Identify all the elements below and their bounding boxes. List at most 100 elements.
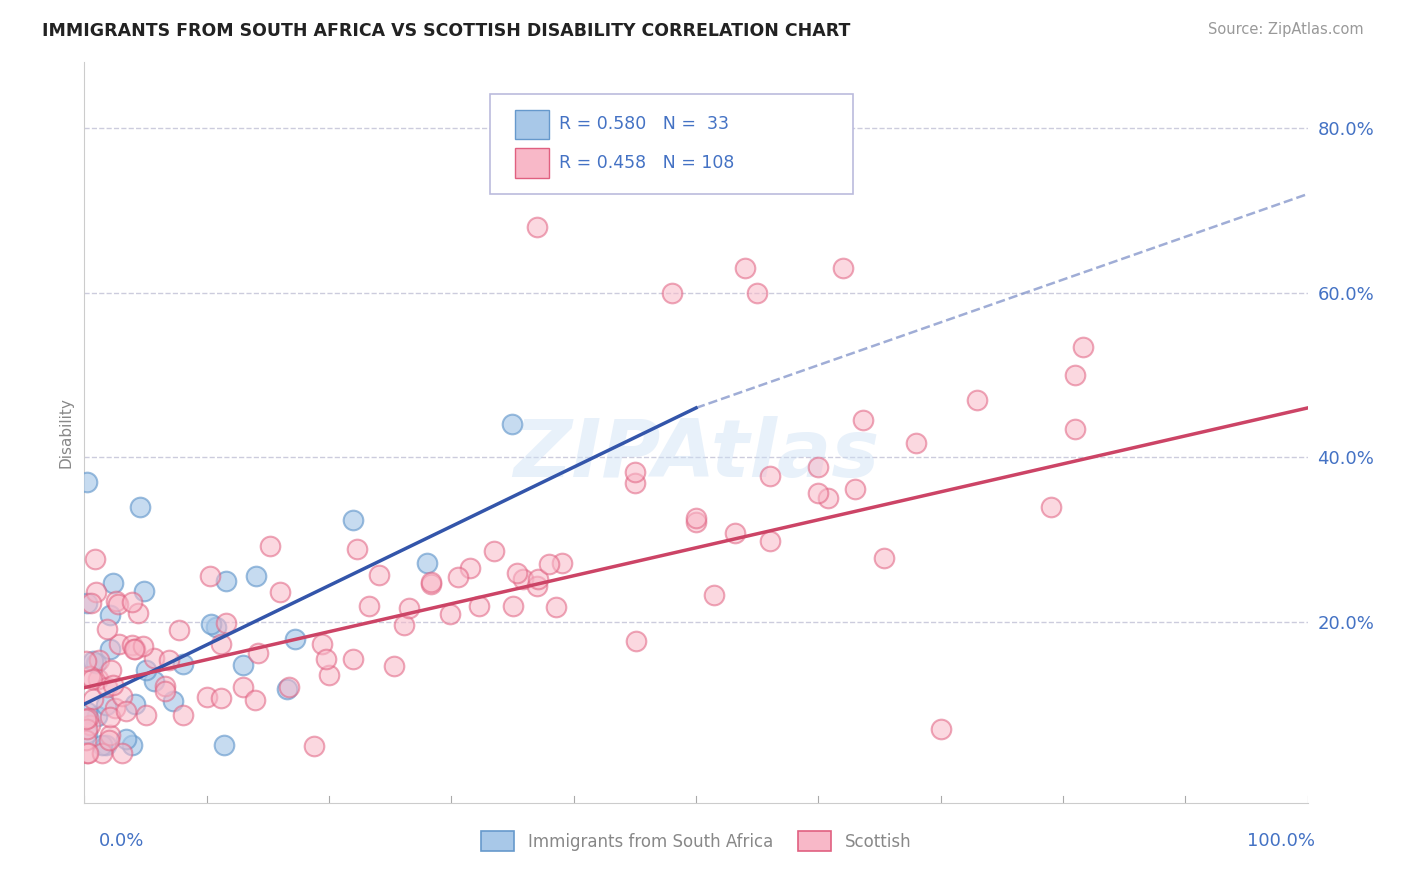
Point [75,654,97,668]
Point [121,738,143,752]
Y-axis label: Disability: Disability [58,397,73,468]
Point [103,678,125,692]
Point [75,733,97,747]
Point [90,746,112,760]
Point [172,657,194,671]
Point [101,575,124,590]
Point [98,709,121,723]
Legend: Immigrants from South Africa, Scottish: Immigrants from South Africa, Scottish [474,825,918,857]
Text: 100.0%: 100.0% [1247,831,1315,849]
Point [367,568,389,582]
Point [76,706,98,720]
Point [115,704,138,718]
Point [624,475,647,490]
FancyBboxPatch shape [515,110,550,139]
Point [215,574,238,588]
Point [1071,340,1094,354]
Point [419,574,441,589]
Point [108,637,131,651]
Point [94,738,117,752]
Point [526,219,548,234]
Point [97,733,120,747]
Point [747,285,769,300]
Point [198,569,221,583]
Point [439,607,461,621]
Point [127,606,149,620]
Point [121,595,143,609]
Point [75,712,97,726]
Point [209,690,232,705]
Point [205,620,228,634]
Point [703,588,725,602]
Point [91,738,114,752]
Point [342,513,364,527]
Point [89,653,111,667]
Point [458,561,481,575]
Point [100,663,122,677]
Text: R = 0.458   N = 108: R = 0.458 N = 108 [560,153,734,171]
Text: R = 0.580   N =  33: R = 0.580 N = 33 [560,115,728,133]
Point [538,558,561,572]
Point [446,570,468,584]
Point [209,637,232,651]
Point [79,669,101,683]
Point [111,747,134,761]
Point [124,642,146,657]
Point [76,747,98,761]
Point [758,533,780,548]
Text: ZIPAtlas: ZIPAtlas [513,416,879,494]
Point [79,718,101,732]
FancyBboxPatch shape [515,148,550,178]
Point [162,694,184,708]
Point [98,607,121,622]
Point [96,680,118,694]
Point [416,557,439,571]
Point [82,692,104,706]
Point [259,539,281,553]
Point [84,585,107,599]
Point [124,697,146,711]
Point [172,708,194,723]
Point [685,516,707,530]
Point [807,486,830,500]
Point [80,672,103,686]
Point [831,261,853,276]
Point [111,689,134,703]
Point [852,413,875,427]
Point [77,711,100,725]
Point [346,541,368,556]
Point [124,641,146,656]
Point [135,663,157,677]
Point [807,460,830,475]
Point [115,732,138,747]
Point [382,659,405,673]
Point [243,692,266,706]
Point [546,599,568,614]
Text: IMMIGRANTS FROM SOUTH AFRICA VS SCOTTISH DISABILITY CORRELATION CHART: IMMIGRANTS FROM SOUTH AFRICA VS SCOTTISH… [42,22,851,40]
Point [302,739,325,754]
Point [153,679,176,693]
Point [76,726,98,740]
Point [276,682,298,697]
Point [107,597,129,611]
Point [80,596,103,610]
Point [167,624,190,638]
FancyBboxPatch shape [491,94,852,194]
Point [342,652,364,666]
Point [527,572,550,586]
Point [1064,368,1087,382]
Point [398,601,420,615]
Point [318,667,340,681]
Point [929,722,952,736]
Point [357,599,380,613]
Point [86,708,108,723]
Point [98,641,121,656]
Point [624,465,647,479]
Point [502,417,524,432]
Point [215,615,238,630]
Point [468,599,491,613]
Point [482,544,505,558]
Point [82,654,104,668]
Point [392,618,415,632]
Point [76,475,98,489]
